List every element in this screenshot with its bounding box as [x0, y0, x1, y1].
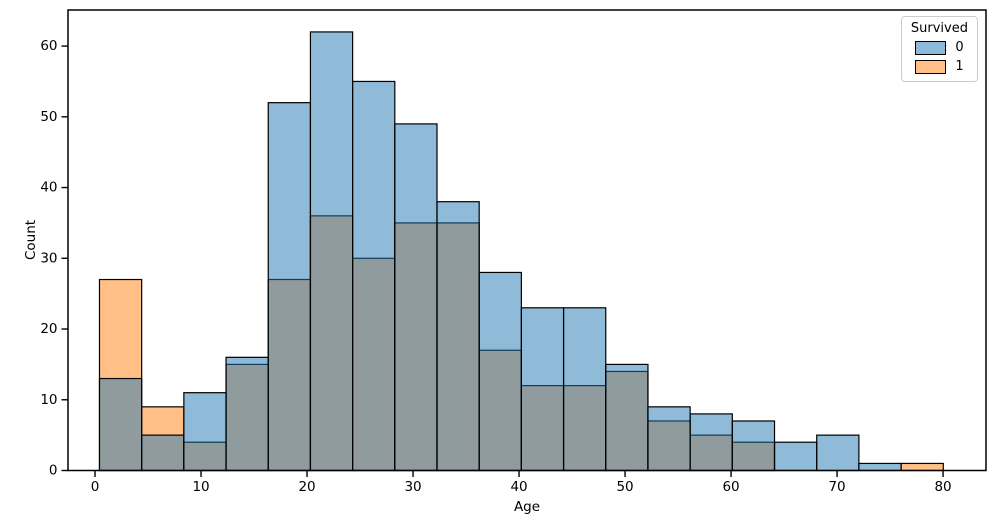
legend-title: Survived — [910, 21, 968, 36]
bar-survived-0-bin-15 — [731, 420, 776, 472]
y-tick-label: 50 — [40, 109, 57, 125]
bar-survived-0-bin-4 — [267, 102, 312, 472]
bar-survived-0-bin-8 — [436, 201, 480, 472]
bar-survived-1-bin-19 — [900, 462, 944, 472]
y-tick-label: 0 — [49, 463, 58, 479]
legend-entry-survived-0: 0 — [911, 40, 968, 55]
y-tick-label: 10 — [40, 392, 57, 408]
bar-survived-0-bin-5 — [309, 31, 354, 472]
x-tick-label: 50 — [616, 479, 633, 495]
x-axis-label: Age — [513, 499, 541, 515]
bar-survived-0-bin-18 — [858, 462, 902, 472]
bar-survived-0-bin-9 — [478, 271, 522, 472]
y-tick-label: 60 — [40, 38, 57, 54]
bar-survived-0-bin-1 — [141, 434, 185, 472]
x-tick-label: 30 — [404, 479, 421, 495]
bar-survived-0-bin-16 — [773, 441, 818, 472]
bar-survived-0-bin-17 — [816, 434, 860, 472]
bar-survived-0-bin-7 — [394, 123, 438, 472]
y-tick-label: 30 — [40, 250, 57, 266]
axes-spines — [67, 9, 987, 472]
y-tick-label: 20 — [40, 321, 57, 337]
legend: Survived 0 1 — [900, 16, 978, 82]
legend-entry-survived-1: 1 — [911, 59, 968, 74]
legend-label-survived-0: 0 — [955, 40, 964, 55]
y-axis-label: Count — [23, 219, 39, 261]
legend-swatch-survived-0 — [915, 40, 947, 55]
legend-swatch-survived-1 — [915, 59, 947, 74]
y-tick-label: 40 — [40, 180, 57, 196]
bar-survived-0-bin-14 — [689, 413, 733, 472]
x-tick-label: 70 — [828, 479, 845, 495]
bar-survived-0-bin-10 — [520, 307, 565, 472]
x-tick-label: 20 — [298, 479, 315, 495]
bar-survived-0-bin-2 — [183, 392, 227, 472]
x-tick-label: 80 — [934, 479, 951, 495]
bar-survived-0-bin-0 — [98, 377, 143, 472]
bar-survived-0-bin-3 — [225, 356, 269, 472]
bar-survived-0-bin-12 — [605, 363, 649, 472]
bar-survived-0-bin-11 — [562, 307, 607, 472]
x-tick-label: 10 — [192, 479, 209, 495]
x-tick-label: 60 — [722, 479, 739, 495]
legend-label-survived-1: 1 — [955, 59, 964, 74]
x-tick-label: 0 — [91, 479, 100, 495]
bar-survived-0-bin-6 — [352, 80, 396, 472]
x-tick-label: 40 — [510, 479, 527, 495]
bar-survived-0-bin-13 — [647, 406, 691, 472]
